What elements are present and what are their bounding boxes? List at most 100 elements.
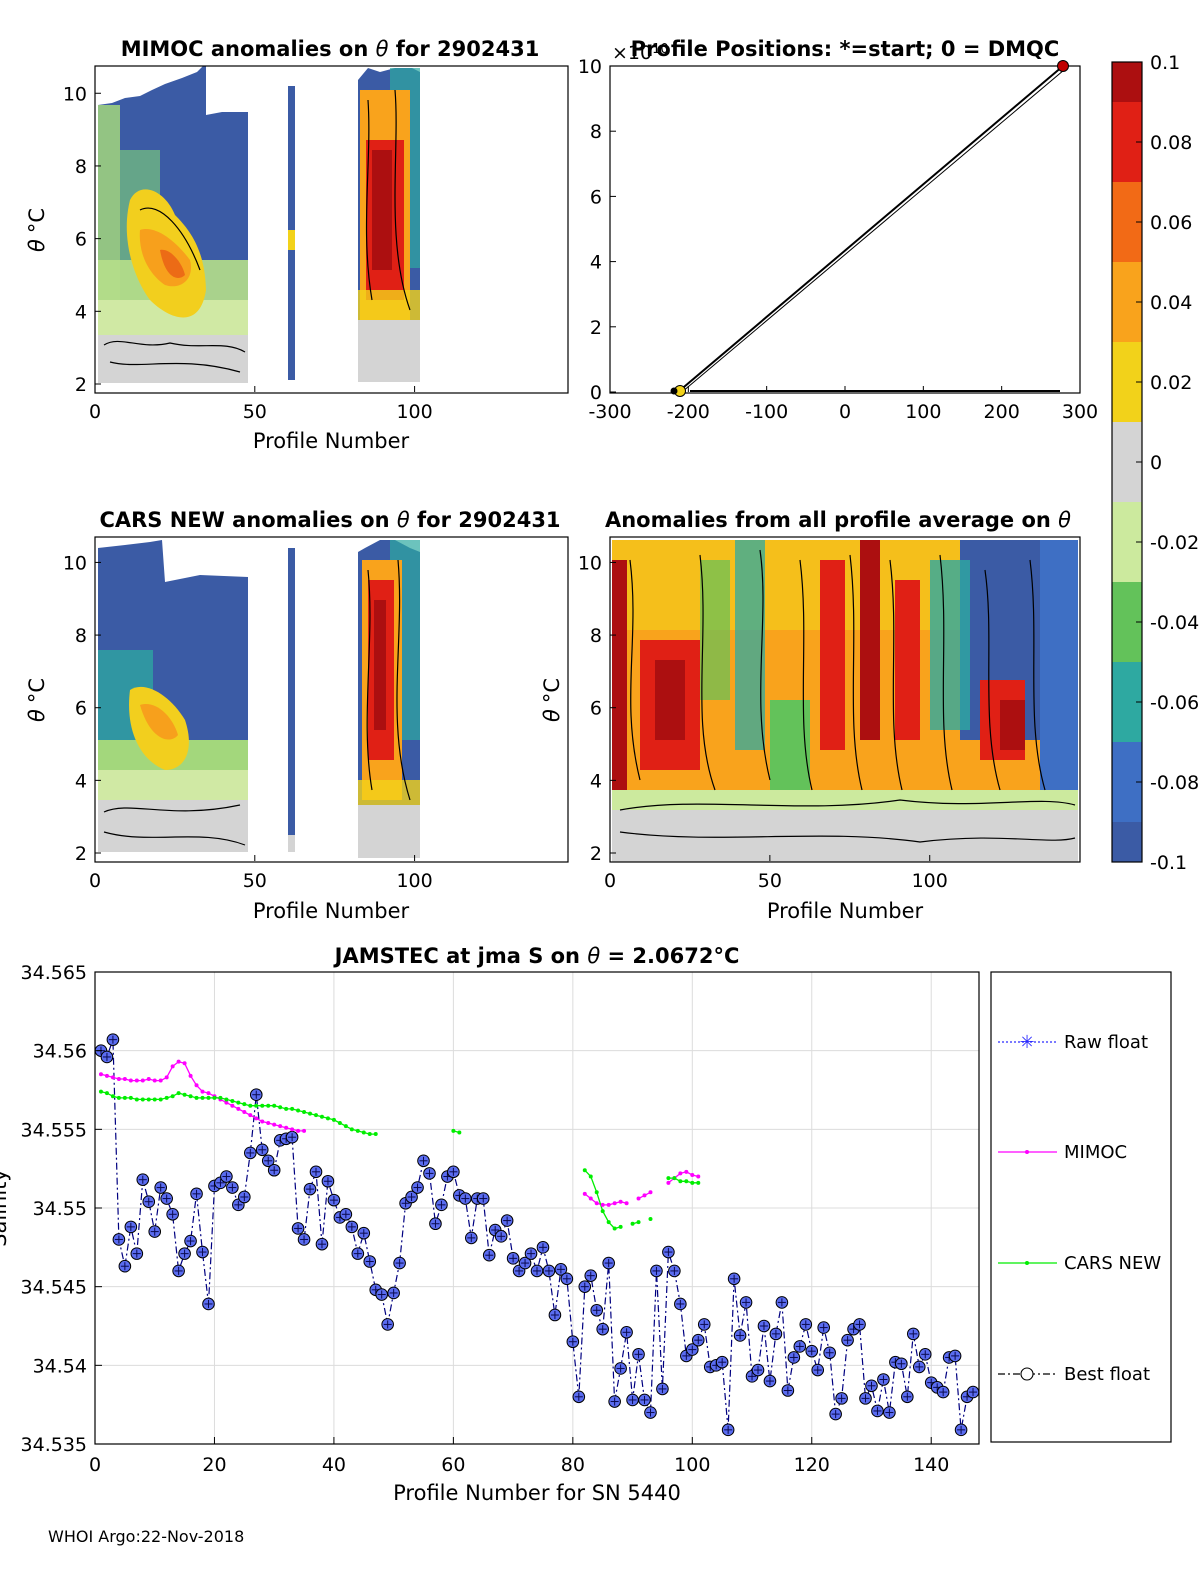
point-cars-new — [636, 1220, 641, 1225]
best-float-point — [560, 1272, 574, 1286]
colorbar-band — [1112, 742, 1142, 783]
best-float-point — [447, 1165, 460, 1179]
point-cars-new — [242, 1102, 247, 1107]
point-cars-new — [696, 1180, 701, 1185]
colorbar-band — [1112, 262, 1142, 303]
best-float-point — [662, 1245, 675, 1259]
best-float-point — [255, 1143, 269, 1157]
point-mimoc — [134, 1078, 139, 1083]
point-cars-new — [182, 1092, 187, 1097]
x-tick-label: 50 — [243, 870, 267, 892]
x-tick-label: 50 — [243, 401, 267, 423]
point-mimoc — [624, 1201, 629, 1206]
legend-item-mimoc: MIMOC — [998, 1142, 1127, 1163]
best-float-point — [130, 1247, 144, 1260]
best-float-point — [118, 1259, 132, 1273]
best-float-point — [883, 1406, 896, 1419]
y-tick-label: 8 — [590, 625, 602, 647]
profile-marker-end — [1057, 60, 1069, 72]
point-mimoc — [146, 1076, 151, 1081]
best-float-point — [196, 1245, 209, 1259]
point-cars-new — [200, 1095, 205, 1100]
y-axis-ticks: 2 4 6 8 10 — [63, 83, 101, 396]
y-tick-label: 8 — [75, 625, 87, 647]
y-tick-label: 4 — [75, 770, 87, 792]
best-float-point — [566, 1335, 580, 1349]
point-cars-new — [314, 1113, 318, 1118]
best-float-point — [805, 1344, 819, 1358]
colorbar-tick-label: 0.04 — [1150, 292, 1192, 314]
all-profile-anomaly-panel: 0 50 100 2 4 6 8 10 Anomalies from all profile… — [540, 508, 1081, 923]
best-float-point — [345, 1220, 359, 1234]
best-float-point — [811, 1363, 825, 1377]
all-profile-ylabel: θ°C — [540, 678, 564, 722]
colorbar-band — [1112, 542, 1142, 583]
best-float-point — [106, 1033, 120, 1046]
best-float-point — [506, 1252, 520, 1265]
point-cars-new — [630, 1221, 635, 1226]
x-tick-label: 140 — [913, 1454, 949, 1476]
best-float-point — [303, 1182, 317, 1196]
point-cars-new — [116, 1095, 121, 1100]
mimoc-anomaly-panel: 0 50 100 2 4 6 8 10 MIMOC anomalies on θ for 2… — [25, 37, 569, 453]
colorbar-tick-label: -0.08 — [1150, 772, 1199, 794]
legend-item-cars: CARS NEW — [998, 1253, 1161, 1274]
best-float-point — [112, 1233, 126, 1246]
best-float-point — [715, 1355, 729, 1369]
colorbar-band — [1112, 102, 1142, 143]
y-tick-label: 2 — [590, 843, 602, 865]
x-tick-label: 20 — [202, 1454, 226, 1476]
point-cars-new — [206, 1095, 211, 1100]
point-cars-new — [355, 1128, 360, 1133]
profile-marker-dmqc — [670, 387, 678, 395]
point-cars-new — [457, 1130, 462, 1135]
x-tick-label: 0 — [89, 870, 101, 892]
all-profile-xlabel: Profile Number — [767, 899, 924, 923]
mimoc-title: MIMOC anomalies on θ for 2902431 — [121, 37, 540, 61]
colorbar: 0.1 0.08 0.06 0.04 0.02 0 -0.02 -0.04 -0.06 -0.08… — [1111, 52, 1199, 874]
point-cars-new — [296, 1108, 301, 1113]
best-float-point — [895, 1357, 908, 1371]
best-float-point — [267, 1163, 281, 1177]
best-float-point — [901, 1390, 914, 1404]
profile-positions-panel: -300 -200 -100 0 100 200 300 0 2 4 6 8 10 ×1010 Pro… — [578, 37, 1098, 423]
point-cars-new — [582, 1168, 587, 1173]
best-float-point — [918, 1348, 932, 1361]
best-float-point — [381, 1318, 394, 1331]
point-mimoc — [248, 1113, 253, 1118]
best-float-point — [727, 1272, 741, 1286]
point-cars-new — [248, 1103, 253, 1108]
best-float-point — [691, 1333, 705, 1347]
colorbar-band — [1112, 62, 1142, 103]
colorbar-band — [1112, 222, 1142, 263]
x-tick-label: -200 — [667, 401, 710, 423]
point-cars-new — [684, 1179, 689, 1184]
best-float-point — [877, 1373, 890, 1386]
best-float-point — [363, 1255, 377, 1268]
x-axis-ticks: 0 20 40 60 80 100 120 140 — [89, 1437, 949, 1476]
best-float-point — [249, 1088, 263, 1102]
best-float-point — [650, 1264, 663, 1278]
point-cars-new — [325, 1116, 330, 1121]
point-mimoc — [110, 1075, 115, 1080]
cars-title: CARS NEW anomalies on θ for 2902431 — [99, 508, 560, 532]
x-tick-label: 0 — [89, 1454, 101, 1476]
best-float-point — [769, 1327, 783, 1341]
y-tick-label: 4 — [590, 252, 602, 274]
y-tick-label: 6 — [590, 698, 602, 720]
best-float-point — [166, 1207, 179, 1221]
best-float-point — [787, 1351, 801, 1364]
best-float-point — [674, 1297, 687, 1311]
best-float-point — [614, 1362, 627, 1375]
best-float-point — [464, 1231, 478, 1245]
colorbar-tick-label: 0.06 — [1150, 212, 1192, 234]
point-mimoc — [254, 1116, 259, 1121]
best-float-point — [966, 1385, 979, 1399]
point-mimoc — [606, 1202, 611, 1207]
best-float-point — [936, 1385, 950, 1399]
x-tick-label: 100 — [905, 401, 941, 423]
point-cars-new — [140, 1097, 145, 1102]
best-float-point — [697, 1318, 711, 1331]
all-profile-heatmap — [612, 540, 1078, 862]
best-float-point — [243, 1146, 257, 1160]
